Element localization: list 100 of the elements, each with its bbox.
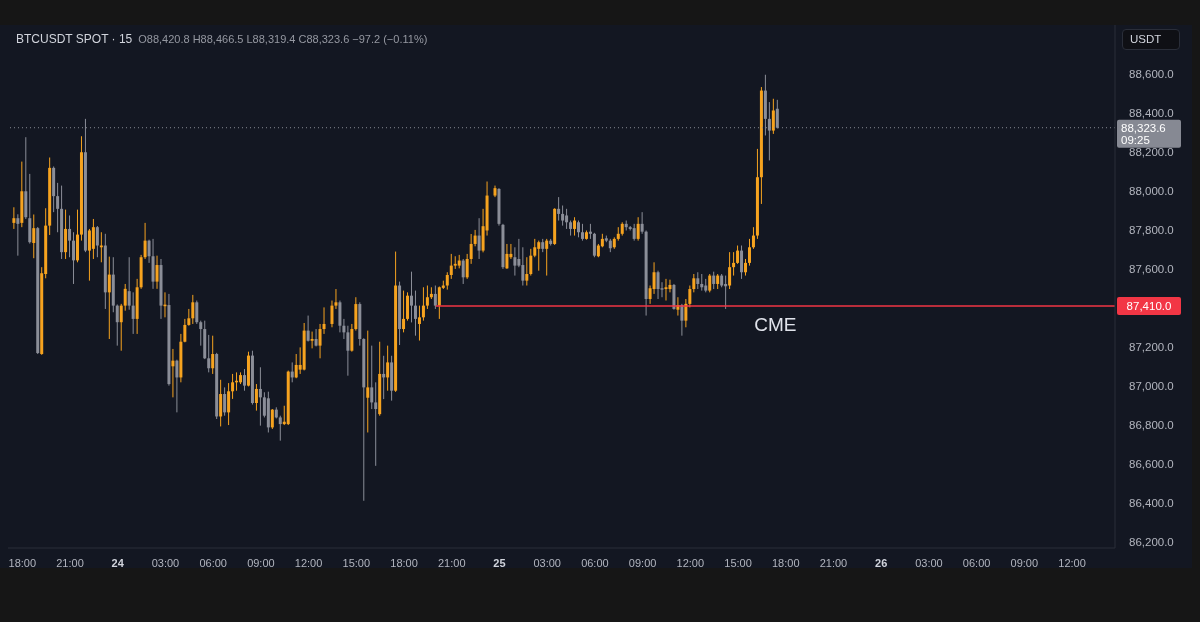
candlestick [16,213,20,257]
candlestick [449,253,453,280]
series-label: CME [754,314,797,336]
x-tick-label: 12:00 [1058,556,1086,569]
y-tick-label: 88,200.0 [1129,145,1174,158]
candlestick [87,228,91,282]
candlestick [652,261,656,295]
candlestick [417,305,421,342]
y-tick-label: 87,000.0 [1129,380,1174,393]
candlestick [207,334,211,373]
candlestick [461,258,465,285]
candlestick [664,278,668,302]
ref-line-label: 88,323.6 [1121,121,1166,134]
candlestick [751,226,755,250]
text: BTCUSDT SPOT · 15 [16,32,133,46]
candlestick [747,238,751,267]
candlestick [370,345,374,410]
x-tick-label: 26 [875,556,888,569]
candlestick [131,291,135,335]
candlestick [366,330,370,433]
candlestick [12,206,16,230]
candlestick [68,214,72,258]
x-tick-label: 18:00 [8,556,37,569]
x-tick-label: 03:00 [533,556,561,569]
y-tick-label: 87,600.0 [1129,263,1174,276]
y-axis-title: USDT [1130,33,1162,45]
candlestick [413,290,417,337]
candlestick [708,273,712,293]
y-tick-label: 87,800.0 [1129,223,1174,236]
candlestick [95,225,99,258]
candlestick [115,303,119,347]
candlestick [211,335,215,375]
candlestick [195,300,199,325]
candlestick [199,320,203,347]
y-tick-label: 87,200.0 [1129,341,1174,354]
candlestick [64,209,68,260]
x-tick-label: 09:00 [1010,556,1039,569]
candlestick [91,218,95,260]
candlestick [123,283,127,312]
candlestick [119,303,123,352]
candlestick [477,217,481,260]
candlestick [227,382,231,426]
x-tick-label: 03:00 [151,556,180,569]
candlestick [672,283,676,311]
x-tick-label: 12:00 [294,556,323,569]
candlestick [732,251,736,277]
candlestick [736,245,740,265]
candlestick [771,98,775,135]
x-tick-label: 24 [111,556,125,569]
candlestick [728,251,732,290]
text: O88,420.8 H88,466.5 L88,319.4 C88,323.6 −97.2 (−0.11%) [138,33,428,45]
candlestick [437,286,441,320]
candlestick [175,359,179,413]
candlestick [231,373,235,400]
y-tick-label: 86,400.0 [1129,497,1174,510]
candlestick [28,173,32,245]
candlestick [155,255,159,290]
candlestick [425,285,429,310]
x-tick-label: 09:00 [247,556,275,569]
y-tick-label: 86,200.0 [1129,536,1174,549]
candlestick [223,386,227,417]
candlestick [636,216,640,242]
x-tick-label: 18:00 [772,556,800,569]
y-tick-label: 86,800.0 [1129,419,1174,432]
candlestick [32,213,36,259]
candlestick [692,273,696,293]
x-tick-label: 03:00 [915,556,943,569]
x-tick-label: 06:00 [962,556,991,569]
candlestick [72,231,76,285]
candlestick [592,232,596,258]
candlestick [656,270,660,300]
x-tick-label: 12:00 [676,556,705,569]
candlestick [219,379,223,427]
y-tick-label: 88,000.0 [1129,184,1174,197]
x-tick-label: 25 [493,556,506,569]
x-tick-label: 21:00 [437,556,466,569]
candlestick [402,290,406,333]
candlestick [338,300,342,333]
x-tick-label: 06:00 [581,556,609,569]
text: 09:25 [1121,133,1150,146]
x-tick-label: 15:00 [342,556,371,569]
candlestick [243,368,246,392]
x-tick-label: 21:00 [819,556,848,569]
candlestick [386,345,390,392]
candlestick [406,291,410,322]
candlestick [421,286,425,322]
x-tick-label: 18:00 [390,556,418,569]
x-tick-label: 06:00 [199,556,227,569]
x-tick-label: 15:00 [724,556,752,569]
unit-button: USDT [1122,29,1180,50]
x-tick-label: 09:00 [628,556,657,569]
candlestick [107,256,111,340]
candlestick [374,381,378,467]
data-label: 87,410.0 [1126,300,1172,313]
candlestick [127,256,131,311]
candlestick [56,182,60,233]
candlestick [433,285,437,310]
y-tick-label: 88,600.0 [1129,67,1174,80]
y-tick-label: 88,400.0 [1129,106,1174,119]
y-tick-label: 86,600.0 [1129,458,1174,471]
